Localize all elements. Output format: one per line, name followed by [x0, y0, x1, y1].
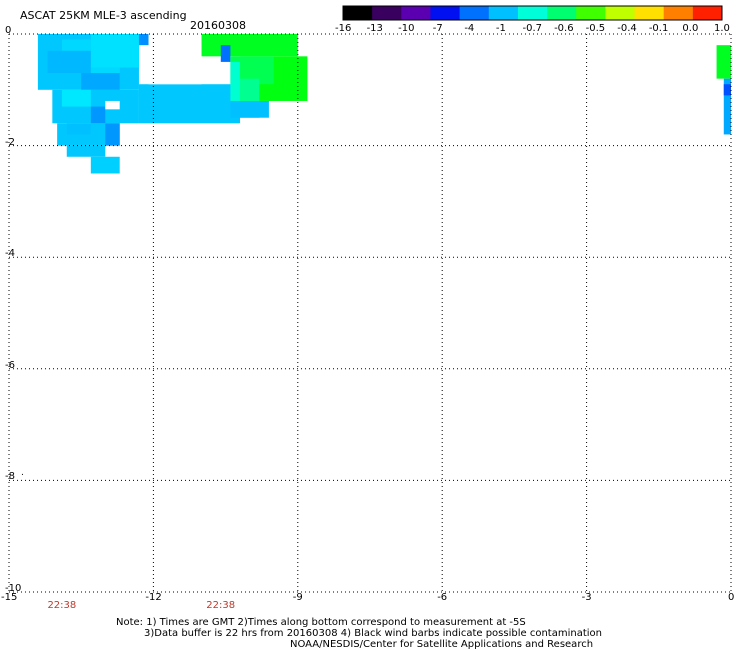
swath-cell: [61, 89, 91, 107]
footer-note-line1: Note: 1) Times are GMT 2)Times along bot…: [116, 617, 526, 628]
x-tick-label: -6: [437, 592, 448, 603]
y-tick-label: -10: [5, 583, 22, 594]
colorbar-label: -7: [432, 23, 443, 34]
colorbar-label: -0.4: [617, 23, 637, 34]
y-tick-label: -4: [5, 248, 15, 260]
chart-title: ASCAT 25KM MLE-3 ascending: [20, 9, 187, 22]
x-tick-label: -15: [1, 592, 18, 603]
colorbar-segment: [576, 6, 606, 20]
swath-cell: [81, 73, 120, 90]
swath-cell: [105, 123, 120, 146]
swath-cell: [90, 156, 120, 174]
swath-cell: [723, 84, 731, 96]
y-tick-label: -2: [5, 136, 15, 148]
barb-marker: ·: [21, 471, 24, 481]
swath-cell: [66, 145, 106, 157]
y-tick-label: -6: [5, 359, 15, 371]
x-tick-label: -3: [581, 592, 592, 603]
x-tick-label: -12: [145, 592, 162, 603]
swath-cell: [240, 78, 260, 101]
colorbar-label: 0.0: [682, 23, 699, 34]
colorbar-segment: [401, 6, 431, 20]
swath-cell: [723, 78, 731, 135]
swath-cell: [90, 34, 139, 68]
colorbar: [342, 5, 723, 21]
colorbar-segment: [605, 6, 636, 20]
colorbar-segment: [372, 6, 402, 20]
swath-cell: [201, 34, 298, 57]
colorbar-label: -1: [495, 23, 506, 34]
y-tick-label: -8: [5, 471, 15, 483]
time-label: 22:38: [206, 600, 236, 611]
time-label: 22:38: [47, 600, 77, 611]
colorbar-label: -0.5: [585, 23, 606, 34]
swath-cell: [716, 45, 731, 79]
chart-date: 20160308: [190, 19, 246, 32]
swath-gap: [105, 100, 120, 110]
colorbar-label: 1.0: [714, 23, 730, 34]
swath-cell: [230, 100, 269, 118]
colorbar-label: -0.7: [522, 23, 543, 34]
swath-cell: [90, 106, 106, 124]
x-tick-label: -9: [292, 592, 303, 603]
colorbar-segment: [430, 6, 461, 20]
colorbar-segment: [343, 6, 373, 20]
swath-cell: [220, 45, 231, 62]
y-tick-label: 0: [5, 25, 12, 36]
swath-cell: [230, 61, 241, 101]
swath-cell: [47, 50, 91, 74]
colorbar-segment: [692, 6, 723, 20]
footer-note-line2: 3)Data buffer is 22 hrs from 20160308 4)…: [144, 628, 602, 639]
x-tick-label: 0: [728, 592, 735, 603]
colorbar-segment: [488, 6, 519, 20]
swath-cell: [66, 123, 91, 135]
colorbar-label: -4: [464, 23, 475, 34]
colorbar-label: -10: [398, 23, 415, 34]
colorbar-label: -13: [366, 23, 383, 34]
colorbar-segment: [517, 6, 548, 20]
map-plot-area: ·: [8, 33, 732, 593]
colorbar-segment: [663, 6, 694, 20]
colorbar-label: -0.1: [648, 23, 669, 34]
colorbar-label: -16: [335, 23, 352, 34]
colorbar-segment: [634, 6, 665, 20]
colorbar-border: [342, 5, 723, 21]
swath-cell: [138, 34, 149, 46]
footer-note-line3: NOAA/NESDIS/Center for Satellite Applica…: [290, 639, 594, 650]
swath-gap: [148, 34, 202, 85]
colorbar-segment: [547, 6, 577, 20]
colorbar-segment: [459, 6, 490, 20]
colorbar-label: -0.6: [554, 23, 574, 34]
